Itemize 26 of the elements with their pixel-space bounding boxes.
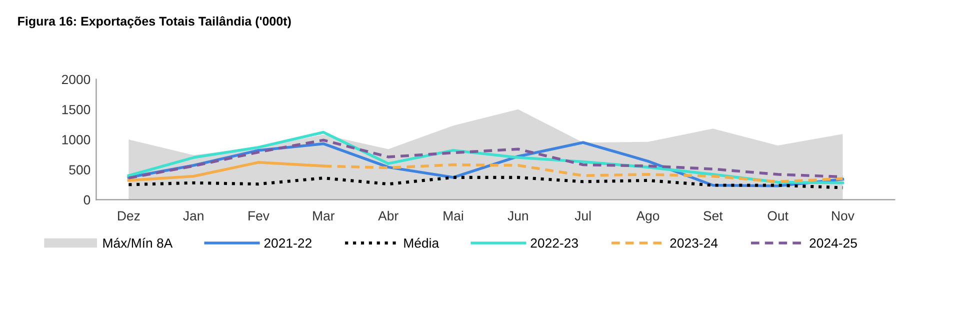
x-tick-label: Set <box>704 211 723 221</box>
x-tick-label: Ago <box>636 211 660 224</box>
line-series <box>127 138 844 180</box>
x-tick-label: Nov <box>832 211 854 221</box>
legend-label: 2022-23 <box>530 238 578 248</box>
legend-label: Média <box>404 238 440 248</box>
legend-label: Máx/Mín 8A <box>103 238 173 248</box>
legend-label: 2023-24 <box>670 238 718 248</box>
legend-label: 2021-22 <box>264 238 312 248</box>
x-tick-label: Jun <box>508 211 528 221</box>
x-tick-label: Jul <box>574 210 591 221</box>
y-tick-label: 1000 <box>62 135 90 144</box>
x-tick-label: Fev <box>248 211 270 221</box>
legend-label: 2024-25 <box>810 238 857 248</box>
x-tick-label: Jan <box>183 211 204 221</box>
x-tick-label: Mai <box>444 210 463 221</box>
y-tick-label: 500 <box>69 165 90 175</box>
y-tick-label: 2000 <box>62 74 90 84</box>
y-tick-label: 0 <box>84 195 90 205</box>
x-tick-label: Mar <box>313 211 335 221</box>
chart-title: Figura 16: Exportações Totais Tailândia ('000t) <box>18 16 291 28</box>
x-tick-label: Out <box>768 211 788 221</box>
line-series <box>127 176 844 190</box>
x-tick-label: Abr <box>378 210 398 221</box>
y-tick-label: 1500 <box>62 104 90 114</box>
x-tick-label: Dez <box>118 211 140 221</box>
